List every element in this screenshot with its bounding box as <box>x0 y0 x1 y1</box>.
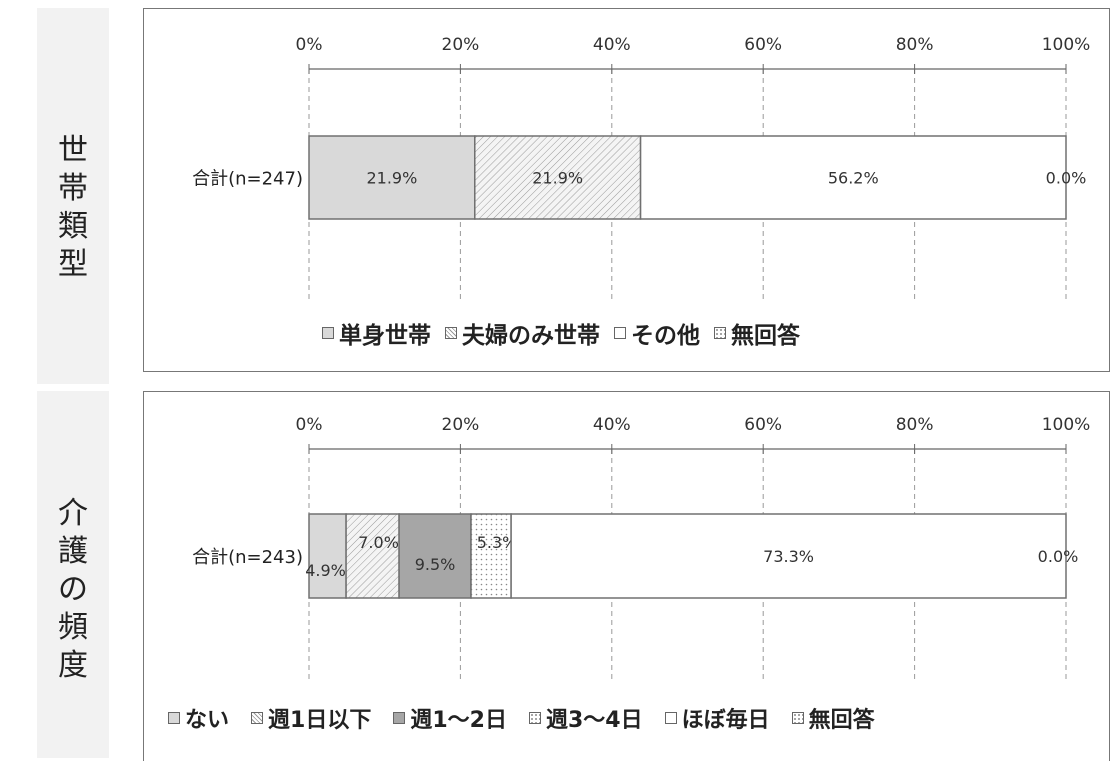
household-type-vertical-title: 世帯類型 <box>37 132 109 284</box>
axis-tick-label: 80% <box>896 35 934 55</box>
category-label: 合計(n=243) <box>192 547 303 568</box>
data-label: 0.0% <box>1046 169 1087 188</box>
data-label: 21.9% <box>532 169 583 188</box>
axis-tick-label: 60% <box>744 415 782 435</box>
legend-item: 夫婦のみ世帯 <box>445 316 600 350</box>
data-label: 4.9% <box>305 561 346 580</box>
data-label: 5.3% <box>477 533 518 552</box>
legend-swatch <box>168 712 180 724</box>
category-label: 合計(n=247) <box>192 169 303 190</box>
care-char: の <box>58 572 88 607</box>
axis-tick-label: 0% <box>296 415 323 435</box>
household-type-chart-panel: 0% 20% 40% 60% 80% 100% 合計(n=247) 21.9% 21.9% 56.… <box>143 8 1110 372</box>
bar-segment <box>639 135 1067 220</box>
legend-item: 週3～4日 <box>528 702 643 734</box>
data-label: 0.0% <box>1038 547 1079 566</box>
care-frequency-vertical-title: 介護の頻度 <box>37 495 109 685</box>
legend-item: ほぼ毎日 <box>664 702 770 734</box>
data-label: 21.9% <box>366 169 417 188</box>
care-frequency-legend: ない 週1日以下 週1～2日 週3～4日 ほぼ毎日 無回答 <box>168 702 897 734</box>
data-label: 9.5% <box>415 555 456 574</box>
household-type-legend: 単身世帯 夫婦のみ世帯 その他 無回答 <box>322 316 814 350</box>
side-panel-care-frequency: 介護の頻度 <box>37 391 109 758</box>
legend-label: 無回答 <box>731 323 800 349</box>
bar-segment <box>470 513 512 599</box>
legend-swatch <box>322 327 334 339</box>
household-char: 型 <box>58 247 88 282</box>
care-char: 護 <box>58 534 88 569</box>
axis-tick-label: 100% <box>1042 415 1091 435</box>
household-char: 類 <box>58 209 88 244</box>
care-char: 介 <box>58 496 88 531</box>
axis-tick-label: 0% <box>296 35 323 55</box>
household-char: 帯 <box>58 171 88 206</box>
data-label: 73.3% <box>763 547 814 566</box>
care-frequency-chart-panel: 0% 20% 40% 60% 80% 100% 合計(n=243) 4.9% 7.0% 9.5% 5… <box>143 391 1110 761</box>
data-label: 56.2% <box>828 169 879 188</box>
legend-swatch <box>445 327 457 339</box>
legend-item: その他 <box>614 316 700 350</box>
legend-swatch <box>251 712 264 724</box>
legend-item: 無回答 <box>714 316 800 350</box>
legend-swatch <box>714 327 726 339</box>
legend-label: 無回答 <box>808 708 875 733</box>
legend-swatch <box>791 712 804 724</box>
care-frequency-chart: 0% 20% 40% 60% 80% 100% 合計(n=243)4.9% 7.0% 9.5% 5… <box>192 415 1091 682</box>
axis-tick-label: 60% <box>744 35 782 55</box>
legend-label: その他 <box>631 323 700 349</box>
legend-label: ほぼ毎日 <box>681 708 770 733</box>
legend-label: 週3～4日 <box>545 708 643 733</box>
axis-tick-label: 40% <box>593 35 631 55</box>
axis-tick-label: 40% <box>593 415 631 435</box>
axis-tick-label: 20% <box>442 35 480 55</box>
legend-label: 週1日以下 <box>268 708 372 733</box>
legend-label: 週1～2日 <box>410 708 507 733</box>
household-type-chart: 0% 20% 40% 60% 80% 100% 合計(n=247) 21.9% 21.9% 56.… <box>192 35 1091 299</box>
side-panel-household: 世帯類型 <box>37 8 109 384</box>
legend-swatch <box>528 712 541 724</box>
household-char: 世 <box>58 133 88 168</box>
axis-tick-label: 20% <box>442 415 480 435</box>
bar-segment <box>510 513 1067 599</box>
axis-tick-label: 80% <box>896 415 934 435</box>
care-char: 度 <box>58 648 88 683</box>
care-char: 頻 <box>58 610 88 645</box>
legend-swatch <box>393 712 406 724</box>
bar-segment <box>474 135 642 220</box>
legend-item: 無回答 <box>791 702 875 734</box>
legend-label: 夫婦のみ世帯 <box>462 323 600 349</box>
legend-label: 単身世帯 <box>339 323 431 349</box>
bar-segment <box>345 513 400 599</box>
legend-item: ない <box>168 702 229 734</box>
legend-item: 週1日以下 <box>251 702 371 734</box>
data-label: 7.0% <box>358 533 399 552</box>
bar-segment <box>308 135 476 220</box>
legend-item: 単身世帯 <box>322 316 431 350</box>
legend-label: ない <box>185 708 230 733</box>
legend-swatch <box>614 327 626 339</box>
legend-item: 週1～2日 <box>393 702 507 734</box>
axis-tick-label: 100% <box>1042 35 1091 55</box>
legend-swatch <box>664 712 677 724</box>
bar-segment <box>398 513 472 599</box>
bar-segment <box>308 513 347 599</box>
